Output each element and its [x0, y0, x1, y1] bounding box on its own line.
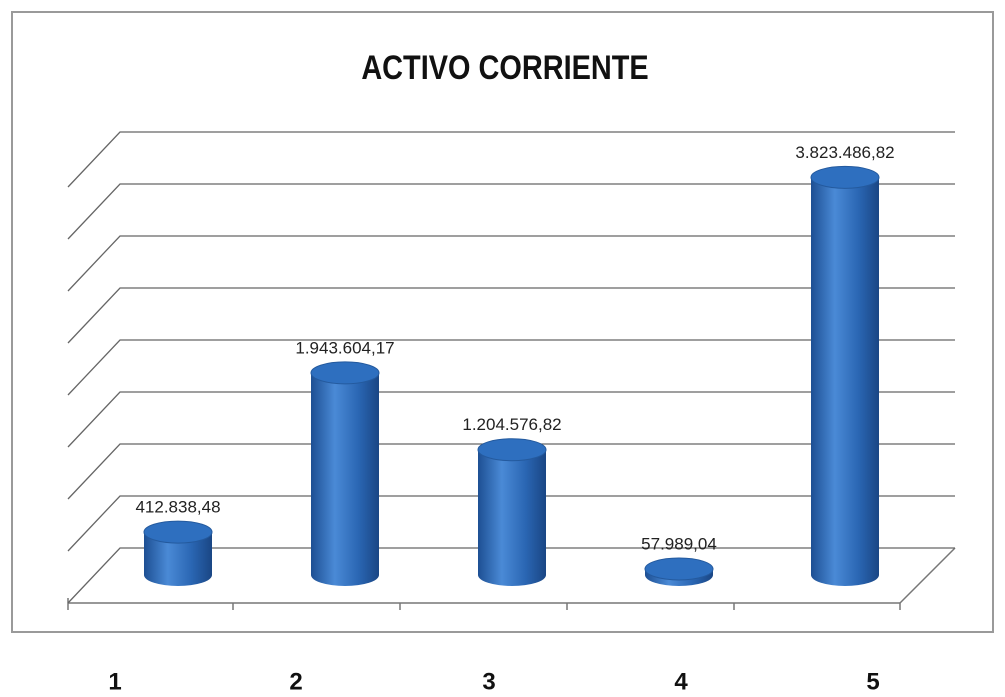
value-label: 1.943.604,17: [295, 338, 394, 357]
grid-line: [67, 287, 955, 344]
grid-line: [67, 339, 955, 396]
bar-top: [143, 520, 213, 544]
grid-line: [67, 547, 955, 604]
bar: [811, 177, 879, 576]
x-tick-label: 5: [866, 668, 879, 692]
bar-top: [310, 361, 380, 385]
grid-line: [67, 495, 955, 552]
grid-line: [67, 443, 955, 500]
value-label: 3.823.486,82: [795, 143, 894, 162]
floor: [67, 547, 956, 610]
bar: [478, 449, 546, 575]
x-tick-label: 2: [289, 668, 302, 692]
bar-top: [477, 438, 547, 462]
x-tick-label: 4: [674, 668, 688, 692]
bar: [311, 372, 379, 575]
value-label: 1.204.576,82: [462, 415, 561, 434]
x-tick-label: 3: [482, 668, 495, 692]
value-label: 57.989,04: [641, 534, 717, 553]
x-tick-label: 1: [108, 668, 121, 692]
bar-top: [644, 557, 714, 581]
chart-title: ACTIVO CORRIENTE: [361, 48, 648, 87]
value-label: 412.838,48: [135, 498, 220, 517]
grid-line: [67, 391, 955, 448]
bar-top: [810, 165, 880, 189]
grid-line: [67, 235, 955, 292]
grid-line: [67, 131, 955, 188]
grid-line: [67, 183, 955, 240]
